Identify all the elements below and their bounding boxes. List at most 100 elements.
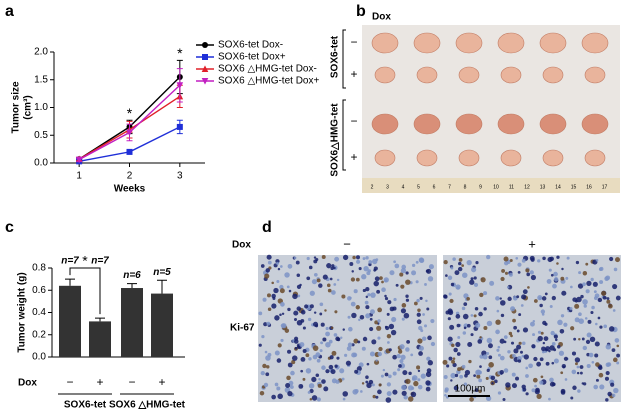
data-point bbox=[126, 129, 133, 137]
nucleus bbox=[376, 325, 382, 331]
nucleus bbox=[478, 389, 482, 394]
nucleus bbox=[558, 350, 565, 356]
ruler-number: 4 bbox=[402, 184, 405, 190]
nucleus bbox=[443, 259, 448, 265]
bracket bbox=[342, 29, 346, 171]
nucleus bbox=[599, 280, 604, 285]
nucleus bbox=[463, 382, 468, 386]
nucleus bbox=[419, 257, 425, 264]
nucleus bbox=[536, 361, 542, 367]
nucleus bbox=[475, 322, 481, 328]
nucleus bbox=[451, 359, 456, 364]
nucleus bbox=[614, 338, 620, 343]
nucleus bbox=[267, 260, 272, 265]
nucleus bbox=[353, 289, 358, 294]
bar bbox=[89, 321, 111, 357]
nucleus bbox=[585, 262, 589, 266]
nucleus bbox=[342, 328, 345, 331]
nucleus bbox=[322, 274, 328, 280]
nucleus bbox=[386, 391, 392, 397]
nucleus bbox=[302, 377, 306, 381]
nucleus bbox=[384, 372, 389, 377]
nucleus bbox=[377, 319, 381, 323]
nucleus bbox=[551, 361, 555, 365]
nucleus bbox=[313, 256, 317, 259]
nucleus bbox=[550, 273, 554, 277]
nucleus bbox=[444, 394, 447, 397]
nucleus bbox=[377, 389, 382, 395]
nucleus bbox=[320, 341, 324, 345]
nucleus bbox=[415, 280, 419, 284]
nucleus bbox=[290, 370, 295, 376]
nucleus bbox=[311, 279, 317, 285]
nucleus bbox=[501, 268, 506, 273]
nucleus bbox=[473, 276, 477, 280]
nucleus bbox=[553, 334, 558, 339]
nucleus bbox=[452, 257, 456, 261]
nucleus bbox=[499, 355, 505, 361]
nucleus bbox=[539, 380, 544, 385]
nucleus bbox=[592, 281, 598, 287]
nucleus bbox=[455, 341, 461, 348]
nucleus bbox=[450, 282, 455, 287]
nucleus bbox=[594, 353, 599, 358]
nucleus bbox=[473, 282, 479, 287]
nucleus bbox=[464, 373, 468, 378]
tumor bbox=[497, 113, 525, 135]
nucleus bbox=[469, 279, 475, 285]
y-axis-label: Tumor size bbox=[11, 81, 22, 133]
nucleus bbox=[474, 388, 479, 393]
nucleus bbox=[291, 355, 298, 361]
nucleus bbox=[401, 303, 407, 308]
nucleus bbox=[271, 293, 276, 299]
nucleus bbox=[516, 344, 522, 350]
nucleus bbox=[478, 311, 483, 317]
nucleus bbox=[503, 368, 509, 373]
ruler bbox=[362, 178, 620, 193]
nucleus bbox=[328, 364, 334, 370]
nucleus bbox=[613, 387, 619, 394]
n-label: n=5 bbox=[153, 267, 171, 278]
nucleus bbox=[573, 337, 577, 341]
bar bbox=[151, 293, 173, 357]
nucleus bbox=[400, 267, 407, 274]
nucleus bbox=[422, 313, 425, 316]
tumor bbox=[500, 149, 522, 167]
nucleus bbox=[417, 378, 421, 382]
sign: − bbox=[343, 236, 351, 251]
nucleus bbox=[287, 349, 292, 354]
nucleus bbox=[538, 296, 542, 300]
nucleus bbox=[321, 379, 326, 384]
dox-label: Dox bbox=[232, 240, 251, 251]
nucleus bbox=[591, 360, 595, 364]
nucleus bbox=[322, 337, 327, 342]
nucleus bbox=[462, 313, 469, 320]
nucleus bbox=[613, 267, 618, 272]
data-point bbox=[176, 82, 184, 89]
nucleus bbox=[284, 272, 290, 278]
nucleus bbox=[371, 339, 377, 345]
nucleus bbox=[487, 343, 493, 349]
nucleus bbox=[511, 383, 518, 389]
nucleus bbox=[553, 348, 557, 352]
nucleus bbox=[475, 369, 481, 376]
dox-label: Dox bbox=[372, 12, 391, 23]
nucleus bbox=[427, 360, 433, 366]
nucleus bbox=[262, 363, 267, 369]
nucleus bbox=[452, 357, 456, 360]
nucleus bbox=[371, 383, 375, 387]
nucleus bbox=[560, 314, 565, 318]
nucleus bbox=[483, 291, 488, 296]
nucleus bbox=[452, 362, 457, 368]
nucleus bbox=[277, 267, 281, 271]
group-label: SOX6-tet bbox=[64, 400, 107, 411]
nucleus bbox=[271, 394, 276, 400]
nucleus bbox=[586, 363, 591, 369]
error-bar bbox=[157, 279, 167, 294]
nucleus bbox=[486, 254, 491, 260]
nucleus bbox=[606, 297, 610, 300]
nucleus bbox=[574, 317, 580, 323]
category-label: − bbox=[66, 375, 73, 389]
tumor bbox=[497, 32, 525, 54]
nucleus bbox=[533, 356, 538, 362]
